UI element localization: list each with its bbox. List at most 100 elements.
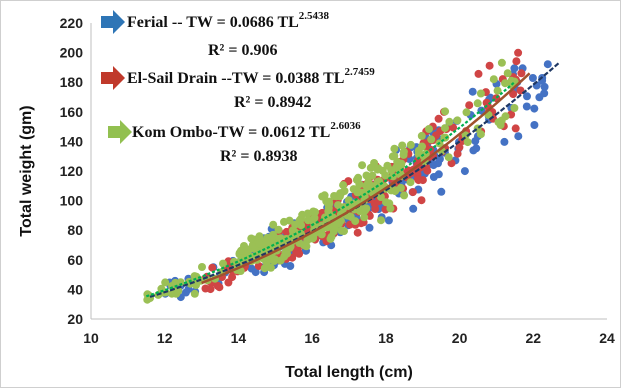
legend-entry-ferial: Ferial -- TW = 0.0686 TL2.5438 R² = 0.90…	[101, 10, 330, 59]
data-point	[327, 232, 336, 241]
data-point	[514, 48, 523, 57]
data-point	[523, 92, 531, 101]
x-tick-label: 24	[599, 330, 615, 346]
y-axis-title: Total weight (gm)	[18, 105, 35, 236]
data-point	[336, 189, 345, 198]
data-point	[198, 263, 206, 271]
x-tick-label: 10	[83, 330, 99, 346]
data-point	[370, 159, 379, 167]
data-point	[251, 268, 260, 277]
data-point	[377, 216, 385, 225]
data-point	[365, 223, 374, 232]
equation-legend: Ferial -- TW = 0.0686 TL2.5438 R² = 0.90…	[101, 10, 375, 165]
data-point	[471, 137, 480, 146]
data-point	[390, 144, 399, 153]
data-point	[385, 199, 394, 208]
data-point	[510, 104, 519, 112]
exponent-el-sail-drain: 2.7459	[344, 66, 375, 78]
data-point	[434, 114, 443, 123]
legend-entry-el-sail-drain: El-Sail Drain --TW = 0.0388 TL2.7459 R² …	[101, 66, 375, 111]
data-point	[530, 121, 539, 129]
data-point	[362, 204, 371, 213]
data-point	[511, 124, 520, 133]
data-point	[510, 64, 519, 73]
arrow-right-icon	[101, 10, 125, 34]
data-point	[269, 220, 278, 229]
y-tick-label: 220	[60, 15, 84, 31]
r2-kom-ombo: R² = 0.8938	[220, 148, 297, 165]
data-point	[493, 86, 502, 95]
data-point	[462, 108, 471, 117]
data-point	[317, 230, 326, 239]
data-point	[270, 255, 279, 264]
data-point	[297, 221, 306, 230]
data-point	[406, 178, 415, 187]
y-tick-label: 40	[67, 281, 83, 297]
data-point	[219, 259, 227, 268]
data-point	[311, 208, 319, 217]
data-point	[417, 131, 426, 140]
y-tick-label: 140	[60, 133, 84, 149]
data-point	[368, 171, 377, 180]
data-point	[512, 57, 521, 66]
data-point	[528, 74, 537, 82]
x-tick-labels: 10 12 14 16 18 20 22 24	[83, 330, 615, 346]
y-tick-label: 60	[67, 252, 83, 268]
data-point	[409, 204, 418, 213]
y-tick-label: 120	[60, 163, 84, 179]
exponent-kom-ombo: 2.6036	[330, 120, 361, 132]
data-point	[399, 147, 408, 156]
trendline	[201, 72, 531, 285]
exponent-ferial: 2.5438	[299, 10, 330, 22]
data-point	[489, 75, 498, 84]
svg-text:Kom Ombo-TW = 0.0612 TL2.6036: Kom Ombo-TW = 0.0612 TL2.6036	[132, 120, 361, 141]
y-tick-label: 100	[60, 193, 84, 209]
data-point	[290, 228, 299, 237]
data-point	[496, 121, 505, 129]
y-tick-label: 160	[60, 104, 84, 120]
scatter-points	[143, 48, 552, 304]
data-point	[334, 201, 343, 210]
y-tick-label: 180	[60, 74, 84, 90]
data-point	[364, 177, 373, 186]
data-point	[425, 125, 433, 133]
data-point	[190, 289, 199, 298]
svg-text:El-Sail Drain --TW = 0.0388 TL: El-Sail Drain --TW = 0.0388 TL2.7459	[127, 66, 375, 87]
data-point	[474, 69, 483, 78]
data-point	[388, 152, 397, 161]
data-point	[414, 150, 423, 159]
data-point	[318, 192, 327, 201]
y-tick-label: 200	[60, 45, 84, 61]
data-point	[434, 170, 443, 179]
data-point	[383, 161, 392, 170]
data-point	[274, 225, 283, 234]
data-point	[460, 167, 469, 176]
y-tick-label: 20	[67, 311, 83, 327]
svg-text:Ferial -- TW = 0.0686 TL2.5438: Ferial -- TW = 0.0686 TL2.5438	[127, 10, 330, 31]
data-point	[215, 283, 224, 292]
data-point	[384, 216, 393, 225]
data-point	[453, 149, 462, 158]
data-point	[324, 199, 332, 208]
data-point	[353, 228, 362, 237]
data-point	[503, 69, 512, 78]
data-point	[543, 60, 552, 69]
data-point	[391, 186, 400, 195]
data-point	[237, 246, 245, 255]
data-point	[255, 239, 264, 248]
data-point	[303, 236, 312, 245]
data-point	[509, 90, 518, 99]
data-point	[266, 263, 275, 272]
data-point	[500, 137, 509, 146]
data-point	[281, 248, 290, 257]
data-point	[173, 286, 182, 295]
data-point	[535, 93, 544, 102]
data-point	[463, 138, 472, 147]
y-tick-labels: 20 40 60 80 100 120 140 160 180 200 220	[60, 15, 84, 327]
data-point	[354, 187, 363, 196]
y-tick-label: 80	[67, 222, 83, 238]
legend-entry-kom-ombo: Kom Ombo-TW = 0.0612 TL2.6036 R² = 0.893…	[108, 120, 361, 165]
data-point	[414, 175, 422, 184]
data-point	[514, 132, 523, 141]
